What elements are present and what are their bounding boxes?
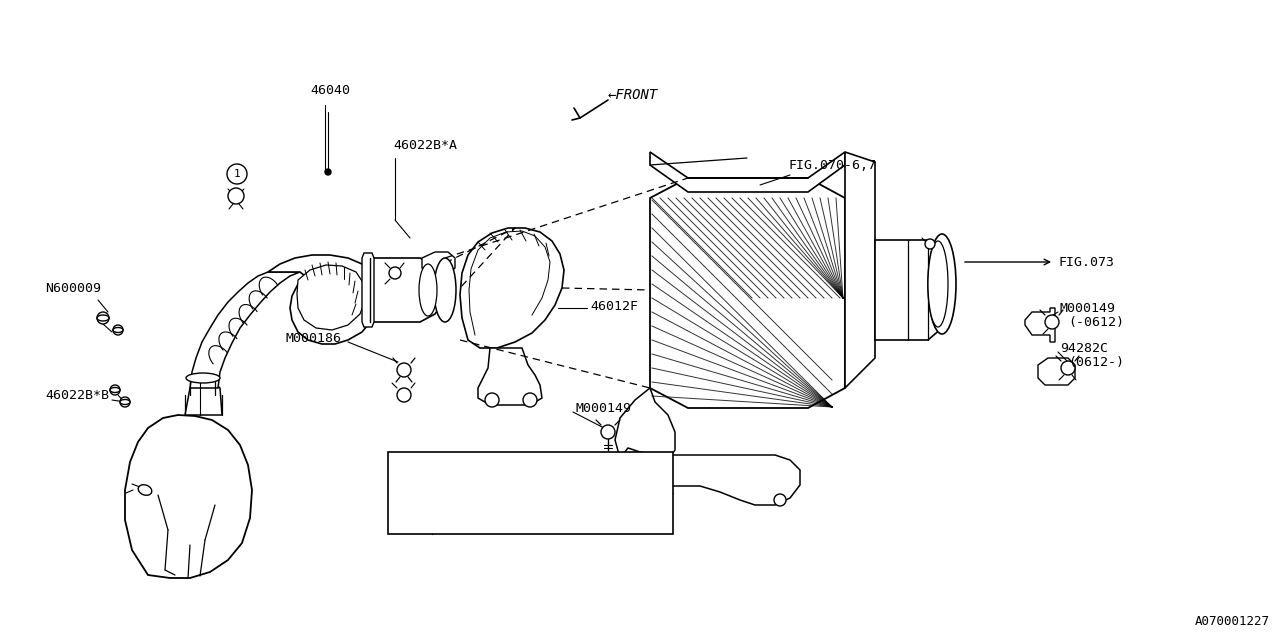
- Text: A070001227: A070001227: [1196, 615, 1270, 628]
- Text: (0612-): (0612-): [1068, 355, 1124, 369]
- Ellipse shape: [120, 399, 131, 404]
- Ellipse shape: [138, 484, 152, 495]
- Polygon shape: [650, 152, 845, 192]
- Text: 46022B*B: 46022B*B: [45, 388, 109, 401]
- Circle shape: [120, 397, 131, 407]
- Circle shape: [397, 388, 411, 402]
- Polygon shape: [460, 228, 564, 348]
- Circle shape: [632, 477, 644, 489]
- Circle shape: [1044, 315, 1059, 329]
- Polygon shape: [477, 348, 541, 405]
- Text: 94282C: 94282C: [1060, 342, 1108, 355]
- Circle shape: [401, 504, 420, 524]
- Circle shape: [325, 169, 332, 175]
- Polygon shape: [876, 240, 942, 340]
- Polygon shape: [125, 415, 252, 578]
- Polygon shape: [1025, 308, 1055, 342]
- Circle shape: [925, 239, 934, 249]
- Polygon shape: [268, 255, 378, 344]
- Ellipse shape: [110, 387, 120, 392]
- Text: FIG.070-6,7: FIG.070-6,7: [788, 159, 876, 172]
- Circle shape: [228, 188, 244, 204]
- Circle shape: [97, 312, 109, 324]
- Text: N600009: N600009: [45, 282, 101, 294]
- Text: 46012F: 46012F: [590, 300, 637, 312]
- Text: 46022B*A: 46022B*A: [393, 138, 457, 152]
- Text: N370002（’07MY0610-）: N370002（’07MY0610-）: [438, 508, 581, 520]
- Polygon shape: [297, 265, 366, 330]
- Polygon shape: [1038, 358, 1075, 385]
- Polygon shape: [422, 252, 454, 274]
- Circle shape: [774, 494, 786, 506]
- Circle shape: [602, 425, 614, 439]
- Text: N600009（-’07MY0609）: N600009（-’07MY0609）: [438, 465, 581, 479]
- Text: M000149: M000149: [575, 401, 631, 415]
- Bar: [388, 452, 673, 534]
- Text: (-0612): (-0612): [1068, 316, 1124, 328]
- Polygon shape: [186, 380, 221, 415]
- Circle shape: [110, 385, 120, 395]
- Polygon shape: [362, 253, 374, 327]
- Text: M000186: M000186: [285, 332, 340, 344]
- Polygon shape: [650, 178, 845, 408]
- Polygon shape: [614, 448, 800, 505]
- Text: ←FRONT: ←FRONT: [608, 88, 658, 102]
- Polygon shape: [845, 152, 876, 388]
- Circle shape: [524, 393, 538, 407]
- Circle shape: [485, 393, 499, 407]
- Text: M000149: M000149: [1060, 301, 1116, 314]
- Circle shape: [113, 325, 123, 335]
- Text: 46040: 46040: [310, 83, 349, 97]
- Ellipse shape: [186, 373, 220, 383]
- Circle shape: [397, 363, 411, 377]
- Polygon shape: [189, 272, 300, 388]
- Circle shape: [389, 267, 401, 279]
- Circle shape: [227, 164, 247, 184]
- Polygon shape: [370, 258, 445, 322]
- Ellipse shape: [928, 234, 956, 334]
- Circle shape: [1061, 361, 1075, 375]
- Ellipse shape: [928, 241, 948, 327]
- Ellipse shape: [97, 315, 109, 321]
- Text: FIG.073: FIG.073: [1059, 255, 1114, 269]
- Ellipse shape: [113, 328, 123, 333]
- Circle shape: [401, 462, 420, 482]
- Ellipse shape: [419, 264, 436, 316]
- Text: 1: 1: [407, 467, 413, 477]
- Ellipse shape: [434, 258, 456, 322]
- Polygon shape: [614, 388, 675, 470]
- Text: 1: 1: [234, 169, 241, 179]
